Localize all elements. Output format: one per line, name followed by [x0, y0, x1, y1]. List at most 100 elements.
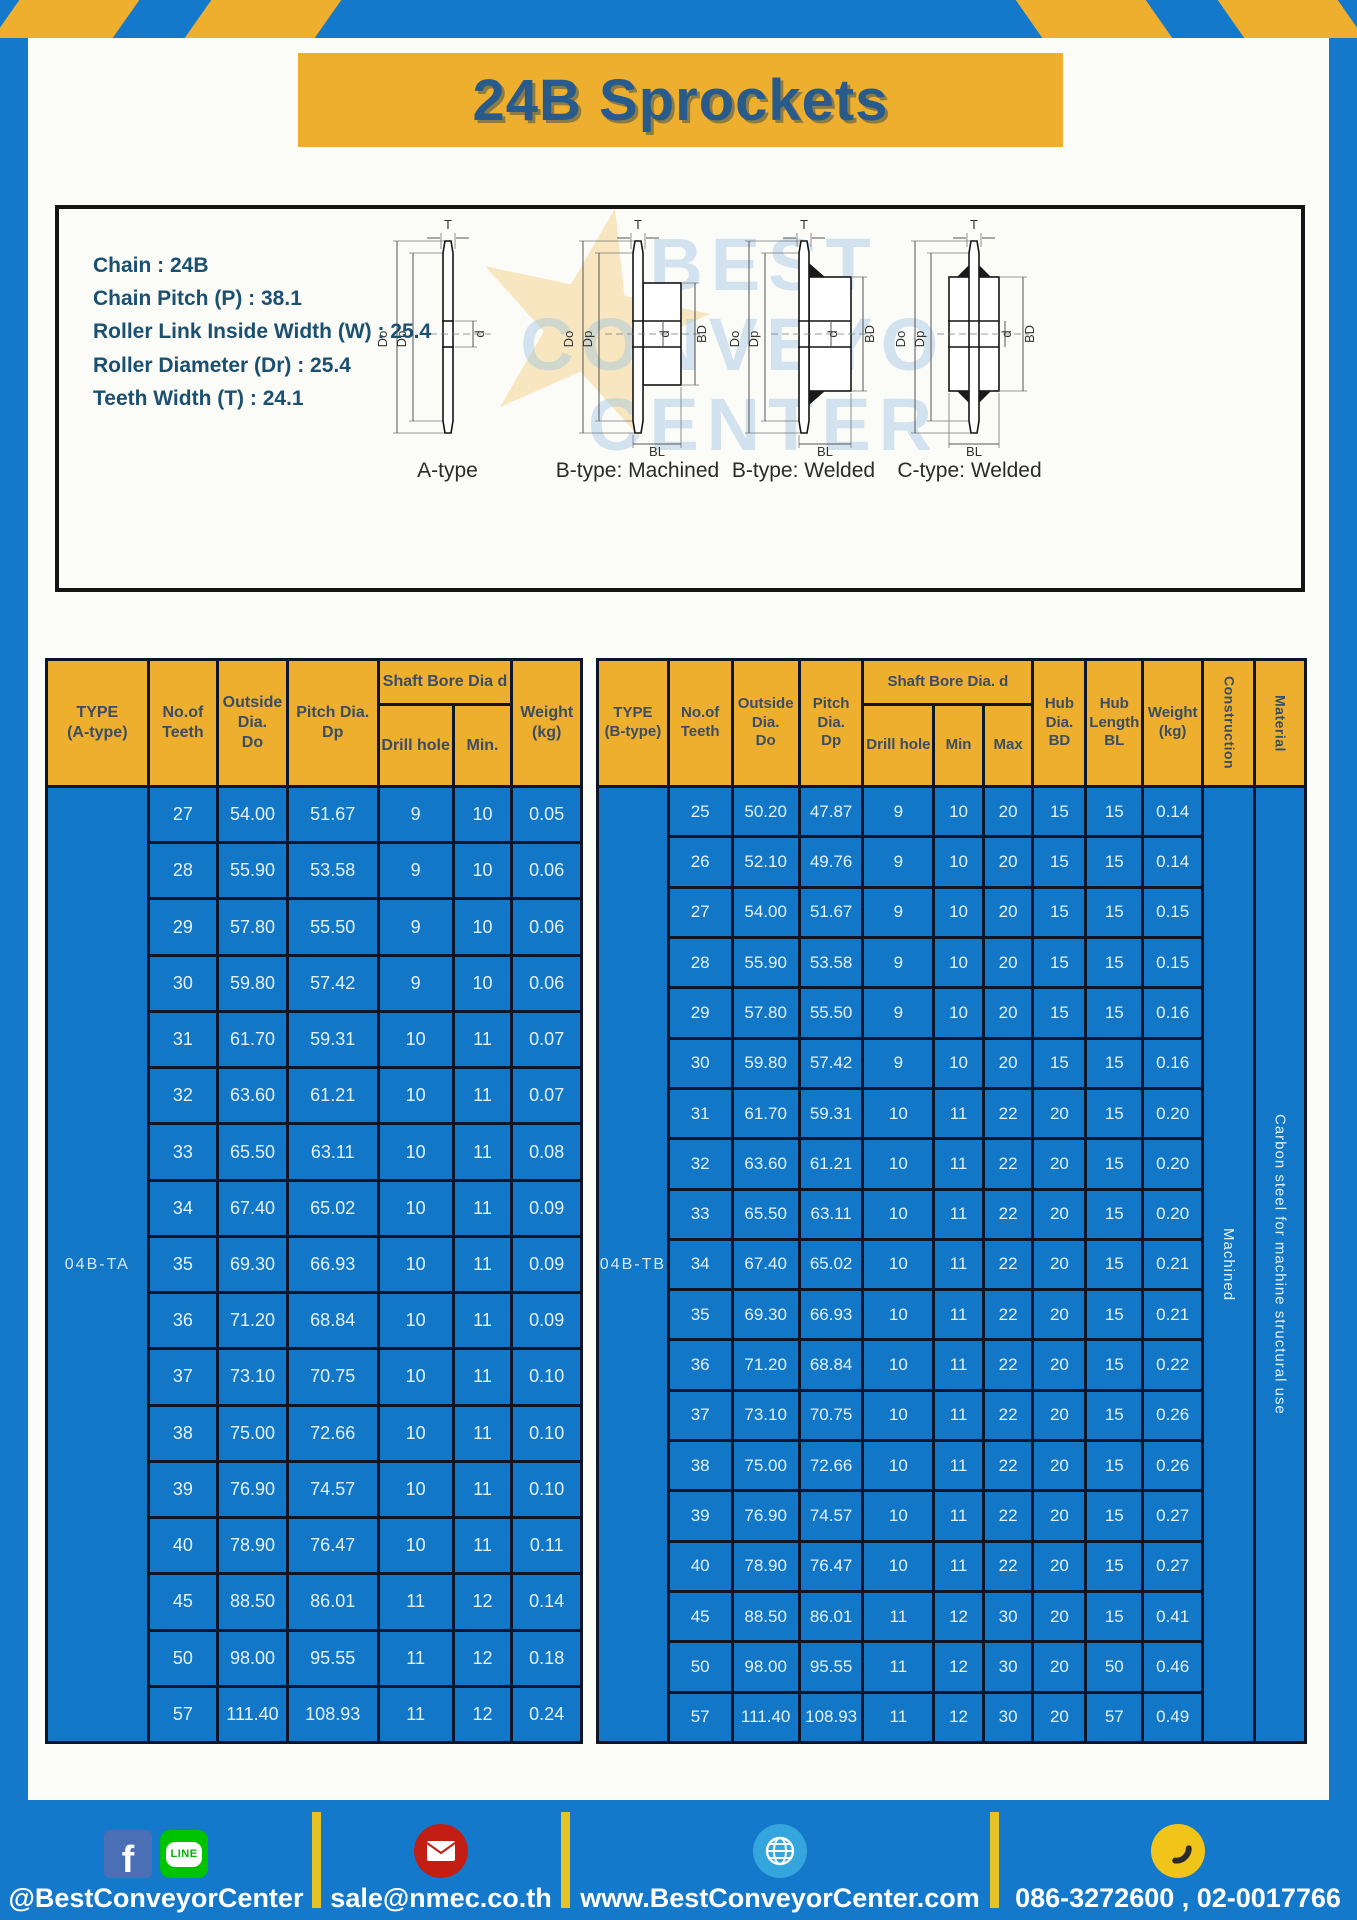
page-sheet: 24B Sprockets ★ BEST CONVEYOR CENTER Cha… [28, 38, 1329, 1800]
type-cell: 04B-TA [45, 785, 150, 1744]
table-cell: 37 [146, 1347, 220, 1407]
corner-stripe [184, 0, 342, 38]
footer-divider [990, 1812, 999, 1908]
table-row: 33 65.50 63.11 10 11 22 20 15 0.20 [598, 1187, 1306, 1241]
svg-text:BL: BL [649, 444, 665, 457]
table-cell: 59.31 [285, 1009, 380, 1070]
svg-text:Dp: Dp [912, 331, 927, 348]
line-bubble: LINE [166, 1841, 202, 1867]
sprocket-drawing-icon: T Do Dp d [729, 217, 877, 457]
table-cell: 61.70 [216, 1009, 289, 1070]
table-row: 28 55.90 53.58 9 10 0.06 [47, 841, 583, 901]
table-cell: 57 [146, 1684, 220, 1745]
table-cell: 11 [861, 1589, 936, 1644]
corner-stripe [1015, 0, 1173, 38]
table-cell: 0.18 [510, 1628, 583, 1688]
table-cell: 95.55 [285, 1628, 380, 1688]
table-cell: 0.21 [1141, 1288, 1205, 1342]
table-cell: 27 [146, 784, 220, 845]
phone-icon [1151, 1824, 1205, 1878]
table-cell: 9 [861, 835, 936, 889]
footer-divider [561, 1812, 570, 1908]
table-cell: 0.06 [510, 897, 583, 957]
table-cell: 15 [1084, 885, 1145, 939]
table-row: 30 59.80 57.42 9 10 0.06 [47, 953, 583, 1013]
table-cell: 76.90 [216, 1459, 289, 1520]
table-cell: 20 [1031, 1237, 1088, 1292]
table-cell: 32 [666, 1137, 734, 1191]
table-cell: 10 [932, 935, 985, 990]
material-cell: Carbon steel for machine structural use [1252, 785, 1308, 1744]
table-cell: 15 [1031, 935, 1088, 990]
table-cell: 51.67 [797, 885, 865, 939]
svg-text:Dp: Dp [394, 331, 409, 348]
table-cell: 10 [451, 784, 514, 845]
table-cell: 57.80 [216, 897, 289, 957]
table-cell: 68.84 [285, 1291, 380, 1351]
table-cell: 20 [1031, 1489, 1088, 1543]
spec-line: Roller Link Inside Width (W) : 25.4 [93, 320, 432, 344]
table-cell: 20 [1031, 1338, 1088, 1392]
table-cell: 55.90 [216, 841, 289, 901]
table-cell: 10 [451, 841, 514, 901]
table-cell: 11 [932, 1237, 985, 1292]
sprocket-figure-a-type: T Do Dp d A-type [355, 217, 540, 517]
table-cell: 22 [981, 1388, 1035, 1443]
table-cell: 0.27 [1141, 1539, 1205, 1594]
table-cell: 73.10 [216, 1347, 289, 1407]
table-cell: 31 [146, 1009, 220, 1070]
table-row: 40 78.90 76.47 10 11 0.11 [47, 1516, 583, 1576]
col-header-shaft-bore: Shaft Bore Dia. d [861, 658, 1035, 706]
table-cell: 65.02 [797, 1237, 865, 1292]
email-icon [414, 1824, 468, 1878]
col-header-max: Max [981, 703, 1035, 788]
table-row: 38 75.00 72.66 10 11 22 20 15 0.26 [598, 1439, 1306, 1493]
watermark: BEST CONVEYOR CENTER [454, 225, 1074, 465]
svg-text:T: T [444, 217, 452, 232]
table-cell: 0.07 [510, 1066, 583, 1126]
table-cell: 52.10 [730, 835, 801, 889]
table-cell: 65.50 [730, 1187, 801, 1241]
table-cell: 12 [451, 1572, 514, 1632]
table-cell: 34 [666, 1237, 734, 1292]
table-cell: 76.47 [285, 1516, 380, 1576]
table-cell: 47.87 [797, 784, 865, 839]
table-cell: 54.00 [216, 784, 289, 845]
table-cell: 0.16 [1141, 986, 1205, 1040]
table-cell: 22 [981, 1137, 1035, 1191]
svg-text:d: d [999, 330, 1014, 337]
table-row: 39 76.90 74.57 10 11 0.10 [47, 1459, 583, 1520]
watermark-line: CONVEYOR [520, 302, 1008, 386]
table-row: 37 73.10 70.75 10 11 22 20 15 0.26 [598, 1388, 1306, 1443]
table-cell: 9 [376, 897, 455, 957]
table-cell: 20 [981, 935, 1035, 990]
table-cell: 63.11 [797, 1187, 865, 1241]
table-cell: 15 [1031, 835, 1088, 889]
table-cell: 72.66 [285, 1403, 380, 1463]
social-handle: @BestConveyorCenter [8, 1883, 304, 1913]
table-cell: 10 [451, 897, 514, 957]
table-cell: 11 [932, 1137, 985, 1191]
table-cell: 50 [666, 1640, 734, 1694]
figure-label: B-type: Welded [731, 459, 876, 482]
phone-numbers: 086-3272600 , 02-0017766 [1015, 1883, 1341, 1913]
col-header-outside-dia: Outside Dia. Do [216, 658, 289, 788]
col-header-hub-length: Hub Length BL [1084, 658, 1145, 788]
spec-line: Roller Diameter (Dr) : 25.4 [93, 353, 351, 377]
table-cell: 33 [146, 1122, 220, 1182]
table-cell: 30 [981, 1690, 1035, 1745]
table-cell: 11 [932, 1288, 985, 1342]
table-row: 36 71.20 68.84 10 11 0.09 [47, 1291, 583, 1351]
svg-text:BL: BL [817, 444, 833, 457]
table-cell: 39 [666, 1489, 734, 1543]
table-cell: 15 [1084, 1489, 1145, 1543]
table-cell: 11 [451, 1009, 514, 1070]
svg-text:d: d [472, 330, 487, 337]
table-cell: 15 [1084, 1439, 1145, 1493]
corner-stripe [0, 0, 140, 38]
table-cell: 22 [981, 1086, 1035, 1141]
table-cell: 88.50 [730, 1589, 801, 1644]
table-cell: 45 [146, 1572, 220, 1632]
table-cell: 11 [932, 1086, 985, 1141]
table-row: 33 65.50 63.11 10 11 0.08 [47, 1122, 583, 1182]
